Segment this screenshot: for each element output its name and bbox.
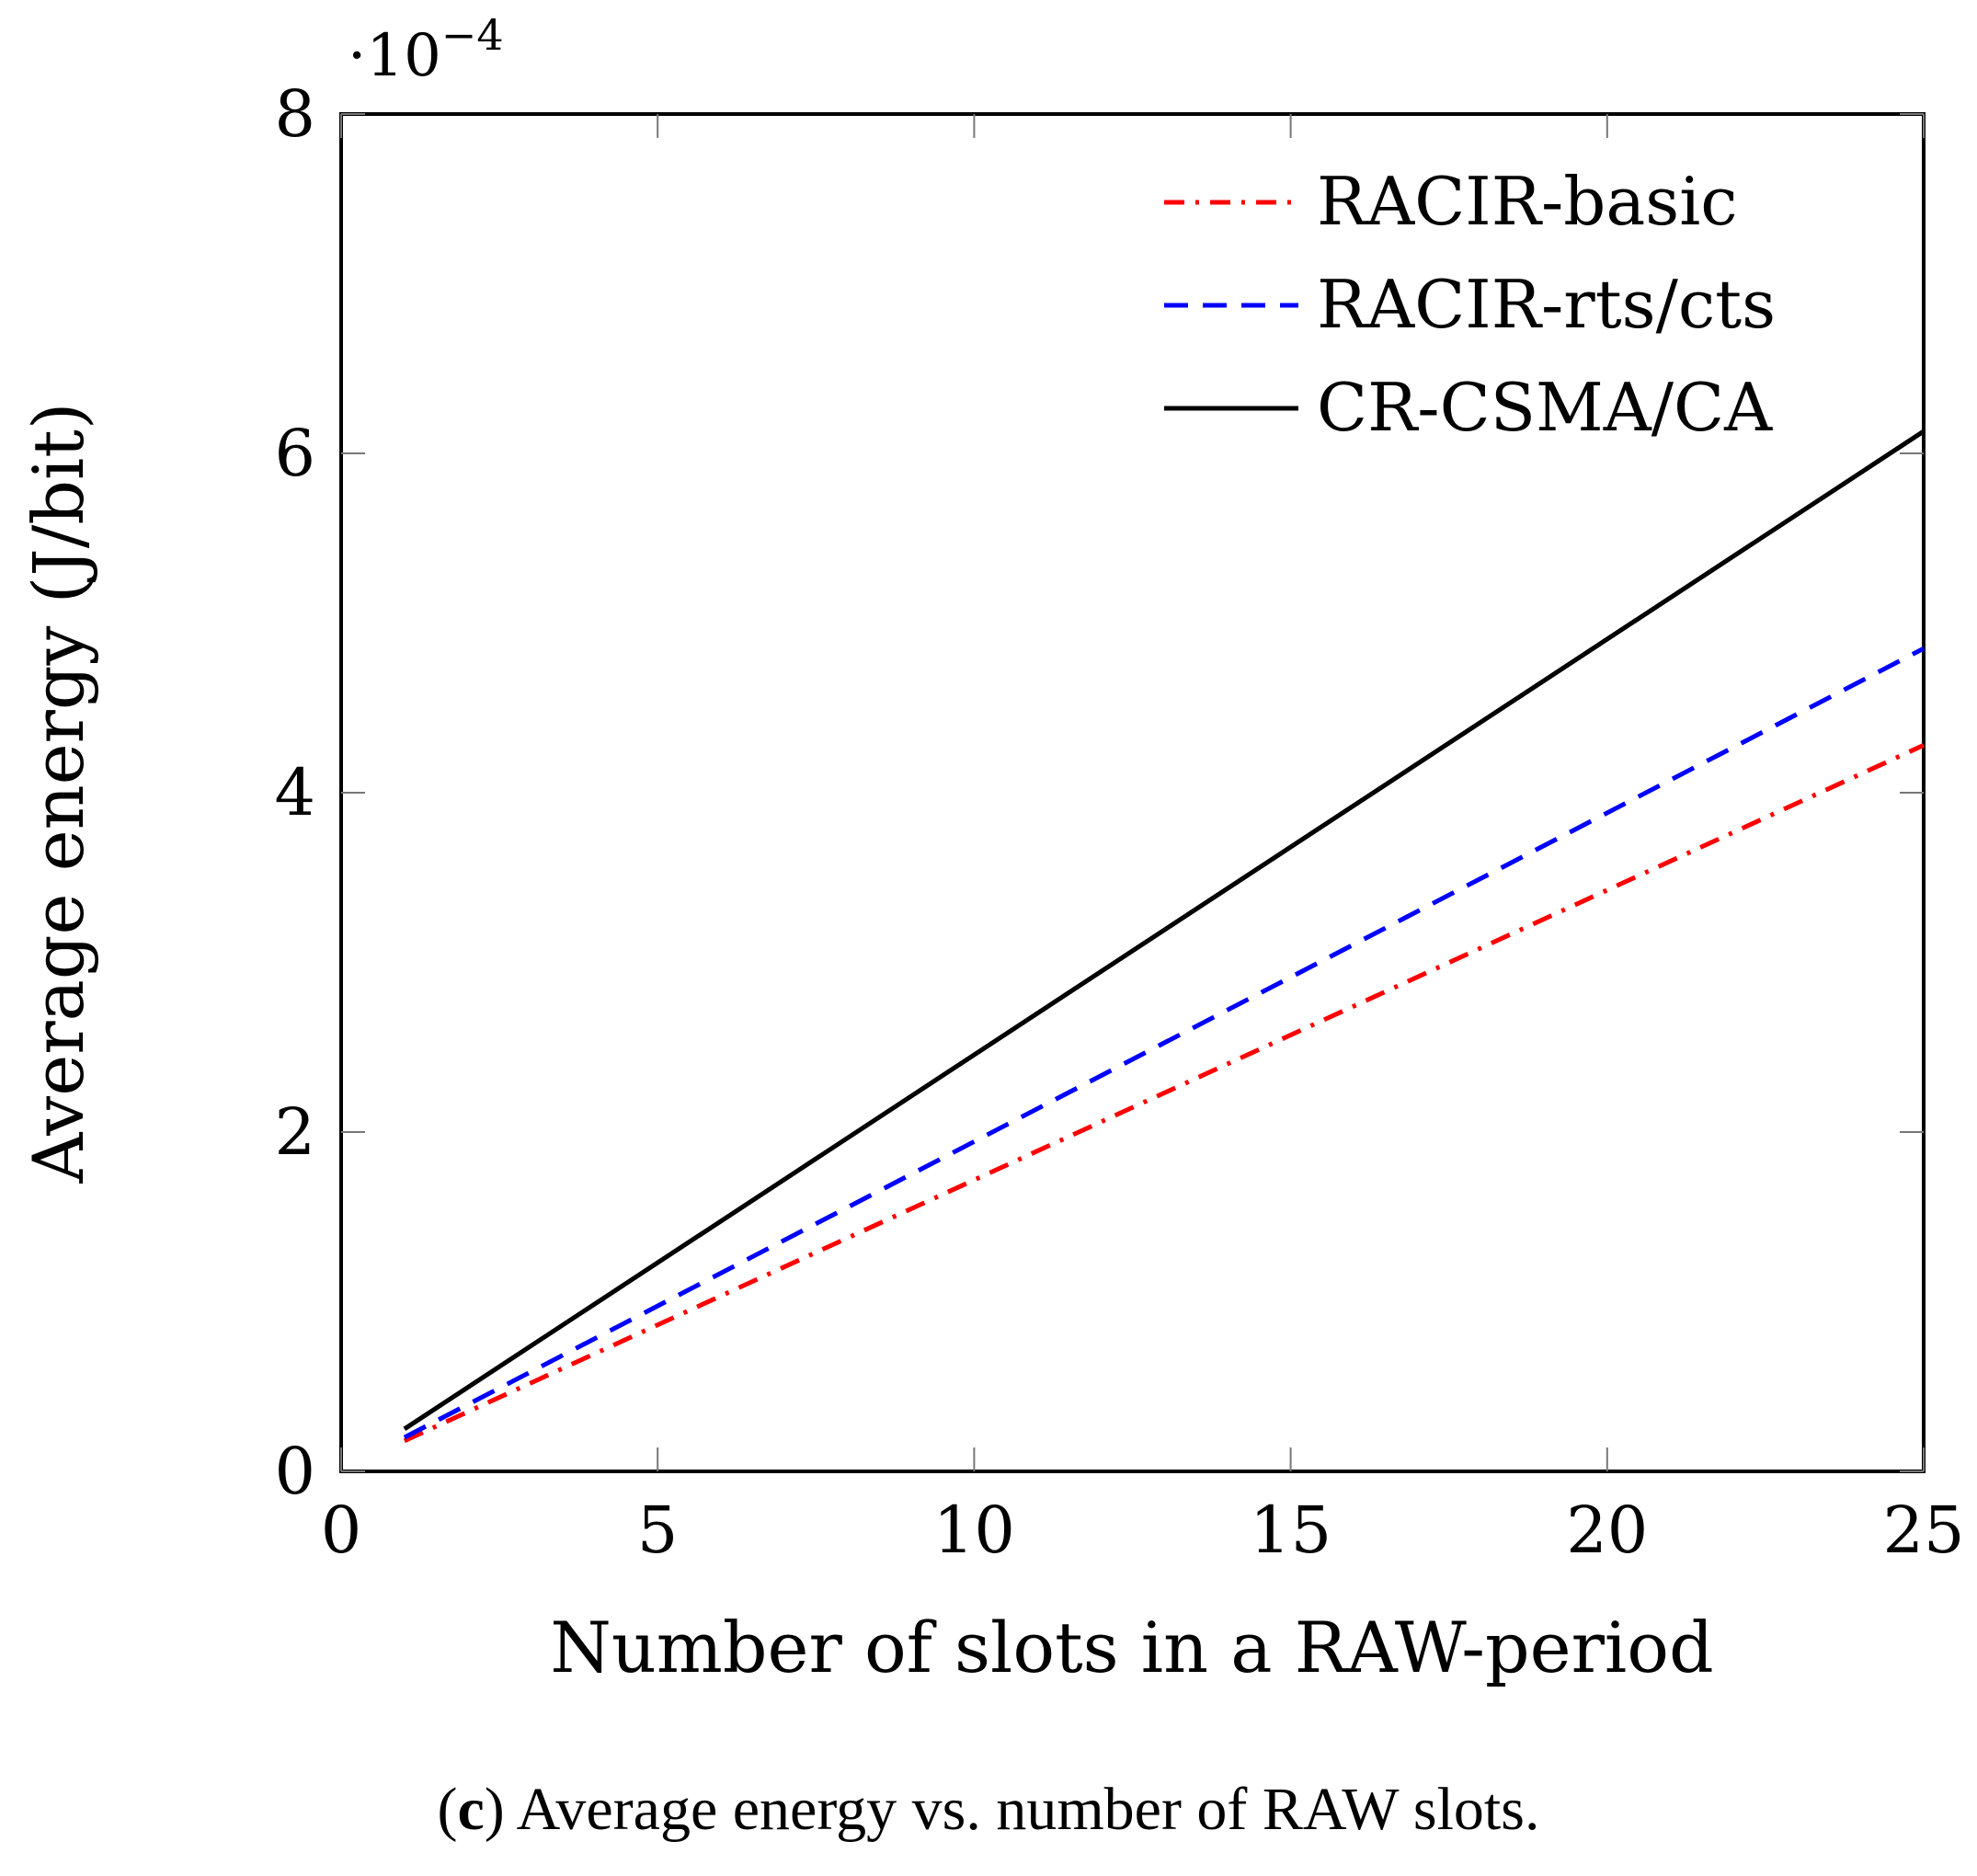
x-tick-label: 10 (933, 1493, 1015, 1568)
series-line-racir-rts-cts (403, 646, 1926, 1440)
x-tick-label: 25 (1882, 1493, 1964, 1568)
legend-label: RACIR-basic (1317, 163, 1738, 240)
x-tick-label: 15 (1250, 1493, 1331, 1568)
y-scale-exponent: −4 (441, 10, 504, 60)
x-tick-label: 20 (1566, 1493, 1648, 1568)
figure-caption: (c) Average energy vs. number of RAW slo… (437, 1776, 1540, 1843)
y-tick-label: 4 (274, 755, 315, 830)
y-scale-base: ·10 (348, 22, 441, 90)
series-line-racir-basic (403, 743, 1926, 1444)
y-axis-label: Average energy (J/bit) (17, 403, 99, 1184)
y-tick-label: 6 (274, 416, 315, 491)
caption-label: c (457, 1776, 485, 1843)
series-layer (403, 429, 1926, 1444)
caption-text: Average energy vs. number of RAW slots. (516, 1776, 1540, 1843)
legend: RACIR-basic RACIR-rts/cts CR-CSMA/CA (1164, 163, 1776, 446)
y-scale-label: ·10−4 (348, 10, 504, 90)
y-tick-label: 8 (274, 76, 315, 152)
x-axis-label: Number of slots in a RAW-period (550, 1607, 1713, 1688)
y-tick-label: 2 (274, 1094, 315, 1170)
legend-label: CR-CSMA/CA (1317, 369, 1773, 446)
series-line-cr-csma-ca (403, 429, 1926, 1431)
y-tick-label: 0 (274, 1434, 315, 1509)
legend-label: RACIR-rts/cts (1317, 266, 1776, 343)
x-tick-label: 0 (321, 1493, 362, 1568)
x-tick-label: 5 (637, 1493, 679, 1568)
x-axis-ticks: 0 5 10 15 20 25 (321, 114, 1965, 1568)
y-axis-ticks: 0 2 4 6 8 (274, 76, 1924, 1509)
